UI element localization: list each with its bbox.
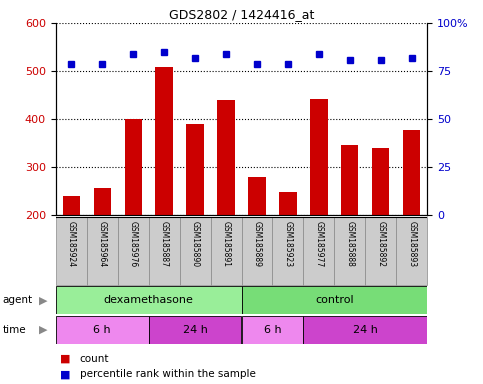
Bar — [242, 316, 303, 344]
Text: GSM185891: GSM185891 — [222, 221, 230, 267]
Bar — [341, 145, 358, 215]
Bar — [397, 217, 427, 285]
Bar — [62, 196, 80, 215]
Bar — [366, 217, 397, 285]
Text: GSM185890: GSM185890 — [190, 221, 199, 267]
Text: control: control — [315, 295, 354, 305]
Bar — [149, 316, 242, 344]
Bar — [303, 316, 427, 344]
Text: 6 h: 6 h — [93, 325, 111, 335]
Bar — [334, 217, 366, 285]
Text: ▶: ▶ — [39, 295, 48, 305]
Text: ▶: ▶ — [39, 325, 48, 335]
Bar — [403, 130, 421, 215]
Bar — [272, 217, 303, 285]
Title: GDS2802 / 1424416_at: GDS2802 / 1424416_at — [169, 8, 314, 21]
Bar — [211, 217, 242, 285]
Text: dexamethasone: dexamethasone — [103, 295, 194, 305]
Bar — [117, 217, 149, 285]
Bar — [280, 192, 297, 215]
Bar — [56, 316, 149, 344]
Text: GSM185976: GSM185976 — [128, 221, 138, 267]
Bar — [372, 148, 389, 215]
Bar — [217, 100, 235, 215]
Bar — [56, 286, 242, 314]
Text: count: count — [80, 354, 109, 364]
Bar — [94, 188, 111, 215]
Bar — [242, 286, 427, 314]
Bar — [125, 119, 142, 215]
Text: GSM185889: GSM185889 — [253, 221, 261, 267]
Text: percentile rank within the sample: percentile rank within the sample — [80, 369, 256, 379]
Text: 6 h: 6 h — [264, 325, 281, 335]
Bar — [149, 217, 180, 285]
Text: GSM185977: GSM185977 — [314, 221, 324, 267]
Text: GSM185964: GSM185964 — [98, 221, 107, 267]
Bar — [156, 67, 172, 215]
Text: 24 h: 24 h — [353, 325, 378, 335]
Text: GSM185888: GSM185888 — [345, 221, 355, 266]
Bar — [180, 217, 211, 285]
Bar — [248, 177, 266, 215]
Bar — [303, 217, 334, 285]
Text: GSM185923: GSM185923 — [284, 221, 293, 267]
Text: GSM185893: GSM185893 — [408, 221, 416, 267]
Text: GSM185924: GSM185924 — [67, 221, 75, 267]
Bar — [311, 99, 327, 215]
Text: 24 h: 24 h — [183, 325, 208, 335]
Text: ■: ■ — [60, 354, 71, 364]
Text: GSM185892: GSM185892 — [376, 221, 385, 267]
Bar — [186, 124, 203, 215]
Bar — [86, 217, 117, 285]
Bar — [56, 217, 86, 285]
Text: GSM185887: GSM185887 — [159, 221, 169, 267]
Text: ■: ■ — [60, 369, 71, 379]
Text: time: time — [2, 325, 26, 335]
Text: agent: agent — [2, 295, 32, 305]
Bar — [242, 217, 272, 285]
